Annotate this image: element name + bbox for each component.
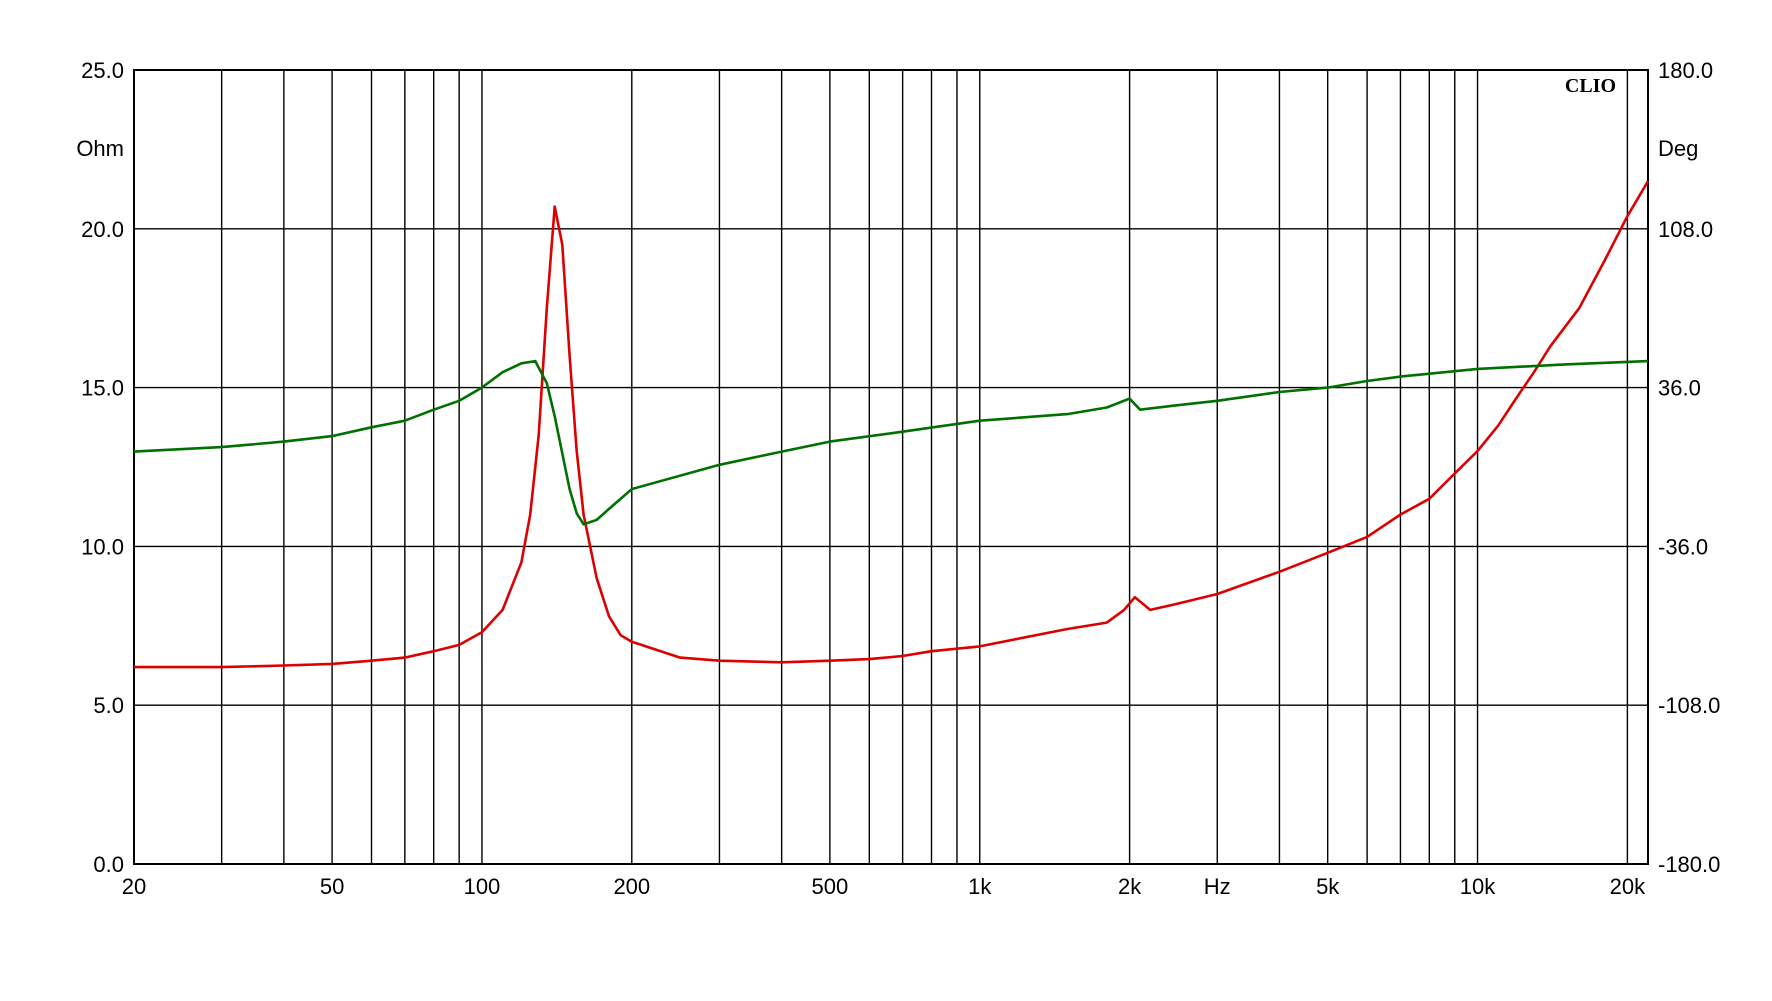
x-tick-label: 20k [1610,874,1646,899]
right-tick-label: 108.0 [1658,217,1713,242]
x-tick-label: 5k [1316,874,1340,899]
left-tick-label: 10.0 [81,534,124,559]
x-tick-label: 200 [613,874,650,899]
brand-label: CLIO [1565,75,1616,97]
x-axis-unit: Hz [1204,874,1231,899]
vertical-gridlines [220,70,1629,864]
right-tick-label: -180.0 [1658,852,1720,877]
right-tick-labels: -180.0 -108.0 -36.0 36.0 108.0 180.0 [1658,58,1720,877]
left-tick-label: 0.0 [93,852,124,877]
phase-curve [133,359,1649,526]
right-tick-label: -108.0 [1658,693,1720,718]
left-tick-label: 25.0 [81,58,124,83]
horizontal-gridlines [134,69,1648,865]
right-axis-unit: Deg [1658,136,1698,161]
left-tick-label: 20.0 [81,217,124,242]
left-tick-label: 5.0 [93,693,124,718]
x-tick-label: 500 [812,874,849,899]
right-tick-label: 180.0 [1658,58,1713,83]
series-lines [133,180,1650,669]
left-axis-unit: Ohm [76,136,124,161]
left-tick-label: 15.0 [81,376,124,401]
right-tick-label: 36.0 [1658,376,1701,401]
right-tick-label: -36.0 [1658,534,1708,559]
x-tick-label: 10k [1460,874,1496,899]
x-tick-label: 100 [464,874,501,899]
plot-frame [133,69,1649,865]
left-tick-labels: 0.0 5.0 10.0 15.0 20.0 25.0 [81,58,124,877]
x-tick-label: 1k [968,874,992,899]
x-tick-label: 20 [122,874,146,899]
impedance-curve [134,180,1650,669]
x-tick-label: 50 [320,874,344,899]
x-tick-label: 2k [1118,874,1142,899]
x-tick-labels: 20 50 100 200 500 1k 2k 5k 10k 20k [122,874,1646,899]
